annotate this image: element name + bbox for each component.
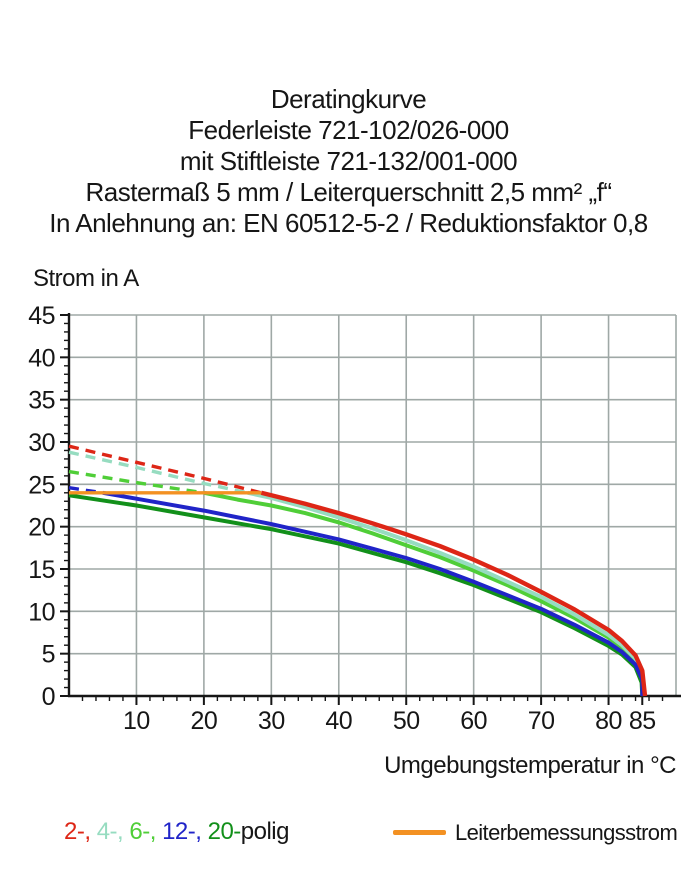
title-line-4: Rastermaß 5 mm / Leiterquerschnitt 2,5 m… — [85, 177, 612, 207]
y-tick-label: 15 — [28, 556, 55, 584]
x-tick-label: 50 — [393, 707, 420, 735]
curve-dashed-12-polig — [68, 486, 103, 495]
y-tick-label: 20 — [28, 514, 55, 542]
y-tick-label: 35 — [28, 387, 55, 415]
legend-pole-segment: 12-, — [162, 818, 208, 845]
x-axis-title: Umgebungstemperatur in °C — [384, 752, 676, 779]
curve-2-polig — [260, 490, 648, 697]
y-tick-label: 40 — [28, 344, 55, 372]
x-tick-label: 85 — [629, 707, 656, 735]
curve-20-polig — [68, 493, 645, 697]
x-tick-label: 10 — [123, 707, 150, 735]
rated-current-line-swatch — [393, 830, 446, 835]
x-tick-label: 80 — [595, 707, 622, 735]
y-tick-label: 10 — [28, 598, 55, 626]
y-axis-title: Strom in A — [33, 265, 139, 292]
legend-pole-segment: 2-, — [64, 818, 97, 845]
x-tick-label: 20 — [190, 707, 217, 735]
x-tick-label: 30 — [258, 707, 285, 735]
curve-12-polig — [102, 490, 645, 696]
legend-pole-segment: 4-, — [96, 818, 130, 845]
curve-dashed-4-polig — [68, 450, 249, 495]
x-tick-label: 60 — [460, 707, 487, 735]
title-line-2: Federleiste 721-102/026-000 — [188, 115, 509, 145]
legend-pole-segment: polig — [240, 818, 290, 845]
legend-pole-segment: 6-, — [129, 818, 163, 845]
y-tick-label: 25 — [28, 471, 55, 499]
y-tick-label: 45 — [28, 302, 55, 330]
rated-current-label: Leiterbemessungsstrom — [455, 820, 678, 845]
curve-4-polig — [247, 490, 646, 697]
legend-pole-segment: 20- — [207, 818, 242, 845]
y-tick-label: 5 — [42, 641, 55, 669]
chart-title: Deratingkurve Federleiste 721-102/026-00… — [0, 84, 697, 239]
x-tick-label: 70 — [528, 707, 555, 735]
curve-dashed-6-polig — [68, 469, 205, 495]
x-tick-label: 40 — [325, 707, 352, 735]
derating-chart: 0 5 10 15 20 25 30 35 40 45 10 20 30 40 50 60 70 80 85 — [28, 302, 681, 735]
legend-poles: 2-, 4-, 6-, 12-, 20-polig — [64, 818, 290, 846]
y-tick-label: 0 — [42, 683, 55, 711]
title-line-1: Deratingkurve — [270, 84, 427, 114]
y-tick-label: 30 — [28, 429, 55, 457]
title-line-5: In Anlehnung an: EN 60512-5-2 / Reduktio… — [49, 208, 648, 238]
title-line-3: mit Stiftleiste 721-132/001-000 — [179, 146, 518, 176]
curve-dashed-2-polig — [68, 444, 262, 495]
legend: 2-, 4-, 6-, 12-, 20-polig Leiterbemessun… — [0, 818, 697, 852]
